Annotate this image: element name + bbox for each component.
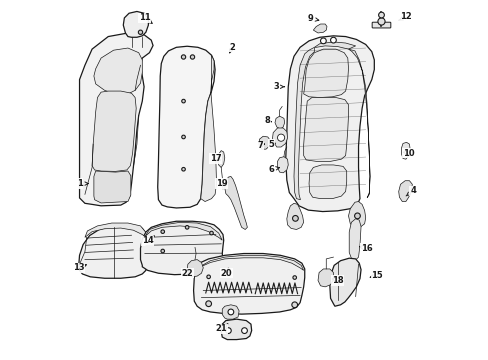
Text: 15: 15 xyxy=(369,270,382,279)
Circle shape xyxy=(182,99,185,103)
Text: 11: 11 xyxy=(139,13,152,23)
Polygon shape xyxy=(293,47,314,200)
Text: 6: 6 xyxy=(268,165,279,174)
Text: 3: 3 xyxy=(273,82,284,91)
Text: 10: 10 xyxy=(402,149,414,158)
Polygon shape xyxy=(317,269,333,287)
Text: 4: 4 xyxy=(405,186,415,196)
Circle shape xyxy=(206,275,210,279)
Polygon shape xyxy=(314,42,355,49)
Text: 8: 8 xyxy=(264,116,271,125)
Circle shape xyxy=(225,328,231,333)
Polygon shape xyxy=(94,171,131,203)
Circle shape xyxy=(205,301,211,307)
Polygon shape xyxy=(348,219,360,261)
Text: 9: 9 xyxy=(307,14,318,23)
Circle shape xyxy=(182,167,185,171)
Circle shape xyxy=(209,231,213,235)
Polygon shape xyxy=(277,157,287,173)
Circle shape xyxy=(241,328,247,333)
Circle shape xyxy=(161,249,164,253)
Polygon shape xyxy=(80,33,153,206)
Circle shape xyxy=(190,55,194,59)
Polygon shape xyxy=(193,253,304,314)
Text: 5: 5 xyxy=(268,140,275,149)
Text: 17: 17 xyxy=(209,154,221,163)
Text: 14: 14 xyxy=(142,236,154,246)
Circle shape xyxy=(161,230,164,233)
Polygon shape xyxy=(94,48,142,94)
Text: 2: 2 xyxy=(228,43,234,53)
Circle shape xyxy=(182,135,185,139)
Circle shape xyxy=(320,38,325,44)
Circle shape xyxy=(277,134,284,141)
Polygon shape xyxy=(348,202,365,227)
Polygon shape xyxy=(144,222,222,240)
Polygon shape xyxy=(308,165,346,199)
Polygon shape xyxy=(158,46,215,208)
Polygon shape xyxy=(123,12,148,37)
Polygon shape xyxy=(198,255,303,270)
Text: 18: 18 xyxy=(331,276,343,285)
Text: 19: 19 xyxy=(216,179,227,188)
Circle shape xyxy=(138,30,142,35)
Circle shape xyxy=(185,226,188,229)
Circle shape xyxy=(377,18,384,25)
Text: 12: 12 xyxy=(398,12,411,21)
Circle shape xyxy=(292,276,296,279)
Polygon shape xyxy=(221,319,251,339)
Polygon shape xyxy=(303,98,348,161)
Text: 20: 20 xyxy=(220,268,232,278)
Polygon shape xyxy=(258,136,270,149)
Polygon shape xyxy=(272,128,287,147)
Text: 7: 7 xyxy=(257,141,264,150)
Polygon shape xyxy=(140,221,223,275)
Polygon shape xyxy=(401,142,409,159)
Polygon shape xyxy=(286,203,303,229)
Polygon shape xyxy=(92,91,136,171)
Polygon shape xyxy=(224,176,247,229)
Polygon shape xyxy=(348,49,369,198)
Polygon shape xyxy=(313,24,326,33)
Text: 13: 13 xyxy=(73,264,86,273)
Polygon shape xyxy=(187,260,203,277)
Text: 1: 1 xyxy=(77,179,88,188)
Circle shape xyxy=(291,302,297,308)
Polygon shape xyxy=(285,36,373,212)
Circle shape xyxy=(378,12,384,18)
Polygon shape xyxy=(222,305,239,319)
Circle shape xyxy=(354,213,360,219)
Polygon shape xyxy=(303,49,348,98)
Text: 22: 22 xyxy=(181,269,193,278)
Text: 21: 21 xyxy=(215,324,227,333)
Polygon shape xyxy=(274,116,284,129)
Polygon shape xyxy=(329,258,360,306)
Polygon shape xyxy=(201,55,216,202)
Circle shape xyxy=(227,309,233,315)
Circle shape xyxy=(181,55,185,59)
Circle shape xyxy=(292,216,298,221)
Circle shape xyxy=(330,37,336,43)
FancyBboxPatch shape xyxy=(371,22,390,28)
Polygon shape xyxy=(85,223,147,238)
Polygon shape xyxy=(217,150,224,167)
Polygon shape xyxy=(398,181,411,202)
Polygon shape xyxy=(79,225,147,278)
Text: 16: 16 xyxy=(359,244,371,253)
